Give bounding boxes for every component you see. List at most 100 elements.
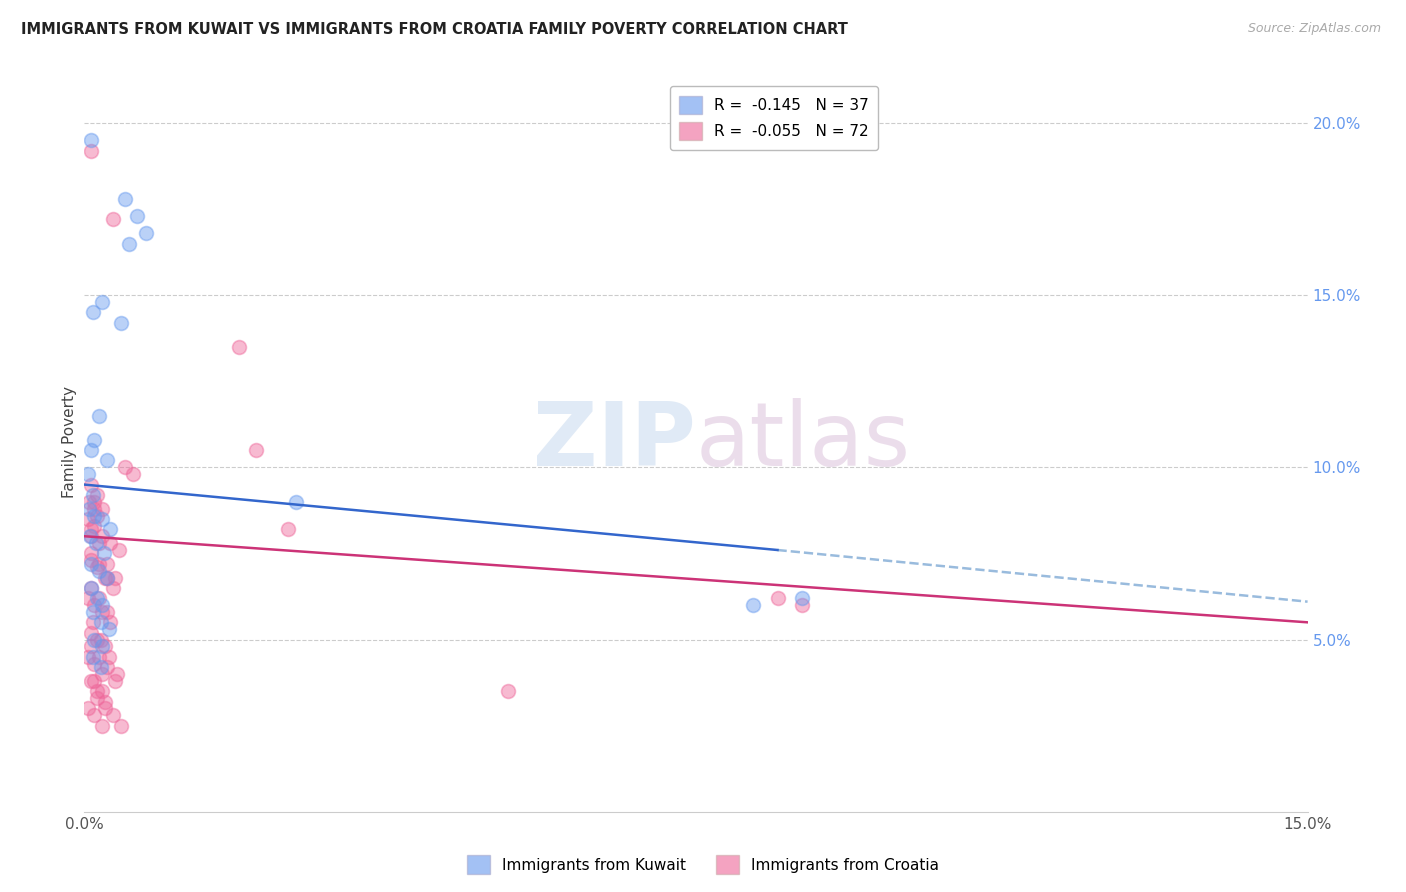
Point: [82, 615, 104, 630]
Point: [127, 209, 149, 223]
Point: [80, 144, 103, 158]
Point: [91, 598, 114, 612]
Point: [82, 305, 104, 319]
Point: [91, 684, 114, 698]
Point: [104, 570, 127, 584]
Point: [80, 557, 103, 571]
Point: [90, 660, 112, 674]
Point: [107, 543, 129, 558]
Point: [100, 536, 122, 550]
Point: [83, 519, 105, 533]
Legend: R =  -0.145   N = 37, R =  -0.055   N = 72: R = -0.145 N = 37, R = -0.055 N = 72: [669, 87, 877, 150]
Point: [91, 512, 114, 526]
Point: [77, 701, 100, 715]
Point: [83, 501, 105, 516]
Point: [83, 708, 105, 723]
Point: [93, 570, 115, 584]
Point: [83, 598, 105, 612]
Y-axis label: Family Poverty: Family Poverty: [62, 385, 77, 498]
Point: [96, 570, 118, 584]
Point: [110, 316, 132, 330]
Point: [93, 640, 115, 654]
Point: [77, 512, 100, 526]
Point: [285, 495, 308, 509]
Point: [101, 581, 124, 595]
Point: [86, 684, 108, 698]
Point: [87, 591, 110, 606]
Point: [742, 598, 765, 612]
Point: [87, 536, 110, 550]
Point: [87, 409, 110, 423]
Point: [91, 605, 114, 619]
Point: [114, 460, 136, 475]
Point: [104, 673, 127, 688]
Point: [96, 453, 118, 467]
Point: [77, 501, 100, 516]
Point: [96, 660, 118, 674]
Point: [90, 632, 112, 647]
Point: [80, 529, 103, 543]
Point: [82, 649, 104, 664]
Point: [77, 467, 100, 482]
Point: [86, 560, 108, 574]
Point: [96, 605, 118, 619]
Point: [83, 508, 105, 523]
Point: [83, 657, 105, 671]
Point: [97, 622, 120, 636]
Point: [83, 495, 105, 509]
Point: [91, 667, 114, 681]
Text: Source: ZipAtlas.com: Source: ZipAtlas.com: [1247, 22, 1381, 36]
Point: [118, 236, 141, 251]
Point: [80, 581, 103, 595]
Point: [86, 488, 108, 502]
Point: [79, 529, 101, 543]
Point: [83, 632, 105, 647]
Point: [97, 649, 120, 664]
Point: [80, 443, 103, 458]
Point: [122, 467, 145, 482]
Point: [96, 570, 118, 584]
Point: [91, 501, 114, 516]
Point: [80, 522, 103, 536]
Point: [96, 557, 118, 571]
Point: [100, 615, 122, 630]
Point: [87, 649, 110, 664]
Point: [77, 495, 100, 509]
Point: [93, 546, 115, 560]
Point: [86, 632, 108, 647]
Point: [91, 295, 114, 310]
Point: [790, 598, 813, 612]
Point: [82, 488, 104, 502]
Point: [80, 625, 103, 640]
Point: [80, 581, 103, 595]
Point: [80, 133, 103, 147]
Text: IMMIGRANTS FROM KUWAIT VS IMMIGRANTS FROM CROATIA FAMILY POVERTY CORRELATION CHA: IMMIGRANTS FROM KUWAIT VS IMMIGRANTS FRO…: [21, 22, 848, 37]
Point: [91, 529, 114, 543]
Text: atlas: atlas: [696, 398, 911, 485]
Point: [101, 708, 124, 723]
Point: [766, 591, 789, 606]
Point: [105, 667, 128, 681]
Point: [86, 691, 108, 706]
Point: [77, 649, 100, 664]
Point: [100, 522, 122, 536]
Point: [80, 546, 103, 560]
Point: [80, 477, 103, 491]
Point: [83, 673, 105, 688]
Point: [90, 615, 112, 630]
Point: [77, 591, 100, 606]
Point: [86, 591, 108, 606]
Point: [277, 522, 299, 536]
Point: [80, 553, 103, 567]
Point: [101, 212, 124, 227]
Point: [80, 640, 103, 654]
Point: [91, 640, 114, 654]
Point: [93, 694, 115, 708]
Point: [84, 536, 107, 550]
Point: [110, 718, 132, 732]
Legend: Immigrants from Kuwait, Immigrants from Croatia: Immigrants from Kuwait, Immigrants from …: [461, 849, 945, 880]
Point: [87, 557, 110, 571]
Point: [228, 340, 250, 354]
Point: [114, 192, 136, 206]
Point: [135, 226, 157, 240]
